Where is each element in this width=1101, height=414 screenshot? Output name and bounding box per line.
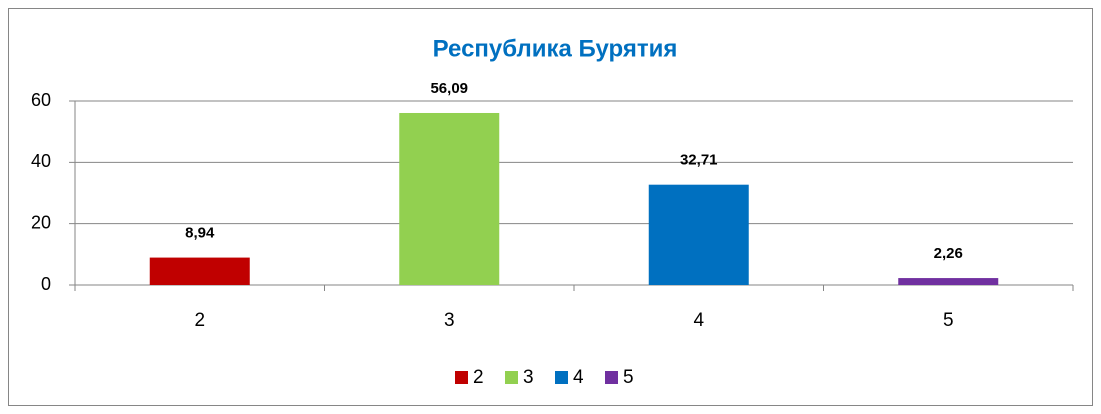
legend-label: 2 (473, 367, 484, 388)
data-label: 8,94 (185, 225, 215, 242)
y-tick-label: 60 (31, 90, 51, 110)
x-tick-label: 5 (943, 310, 954, 331)
bar (149, 257, 250, 285)
x-tick-label: 3 (444, 310, 455, 331)
data-label: 56,09 (430, 80, 468, 97)
y-tick-label: 0 (41, 274, 51, 294)
x-tick-label: 2 (194, 310, 205, 331)
bar (648, 184, 749, 285)
data-label: 32,71 (680, 152, 718, 169)
y-tick-label: 20 (31, 212, 51, 232)
legend-swatch (605, 371, 618, 384)
x-tick-label: 4 (693, 310, 704, 331)
legend-label: 4 (573, 367, 584, 388)
bar (399, 112, 500, 286)
legend-swatch (455, 371, 468, 384)
chart-border (8, 8, 1093, 406)
data-label: 2,26 (934, 245, 963, 262)
legend-label: 3 (523, 367, 534, 388)
chart-title: Республика Бурятия (433, 35, 678, 62)
bar (898, 278, 999, 285)
y-tick-label: 40 (31, 151, 51, 171)
legend-label: 5 (623, 367, 634, 388)
legend-swatch (505, 371, 518, 384)
legend-swatch (555, 371, 568, 384)
